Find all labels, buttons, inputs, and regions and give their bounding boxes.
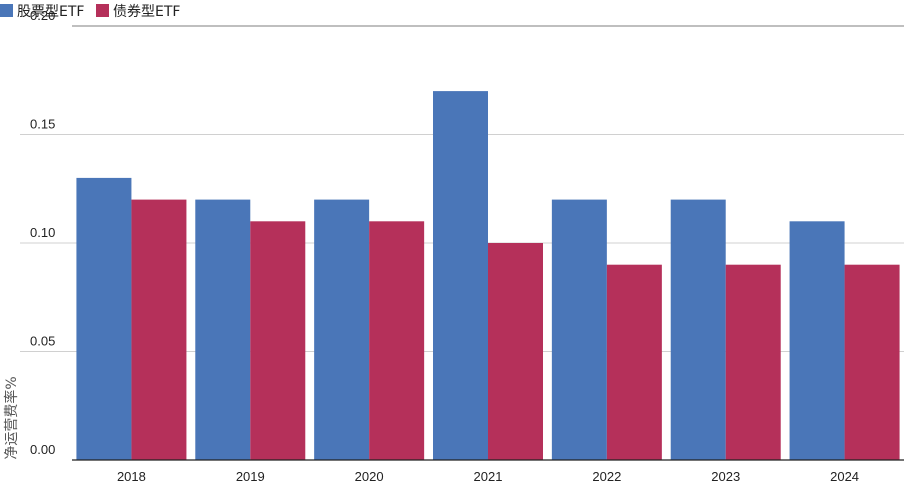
bar-equity-2024 bbox=[789, 221, 845, 460]
x-tick-label: 2024 bbox=[830, 469, 859, 484]
bar-bond-2024 bbox=[844, 264, 900, 460]
x-tick-label: 2019 bbox=[236, 469, 265, 484]
x-axis: 2018 2019 2020 2021 2022 2023 2024 bbox=[117, 469, 859, 484]
bars bbox=[76, 91, 900, 460]
bar-bond-2021 bbox=[488, 243, 543, 460]
bar-equity-2021 bbox=[433, 91, 488, 460]
x-tick-label: 2023 bbox=[711, 469, 740, 484]
bar-equity-2020 bbox=[314, 199, 370, 460]
bar-equity-2022 bbox=[551, 199, 607, 460]
x-tick-label: 2022 bbox=[592, 469, 621, 484]
bar-bond-2022 bbox=[606, 264, 662, 460]
x-tick-label: 2018 bbox=[117, 469, 146, 484]
y-tick-label: 0.10 bbox=[30, 225, 55, 240]
bar-bond-2023 bbox=[725, 264, 781, 460]
bar-bond-2019 bbox=[250, 221, 306, 460]
legend: 股票型ETF 债券型ETF bbox=[0, 4, 180, 20]
x-tick-label: 2020 bbox=[355, 469, 384, 484]
y-axis-label: 净运营费率% bbox=[3, 376, 20, 459]
legend-label: 债券型ETF bbox=[113, 4, 180, 20]
y-tick-label: 0.00 bbox=[30, 442, 55, 457]
y-tick-label: 0.15 bbox=[30, 117, 55, 132]
legend-swatch bbox=[96, 4, 109, 17]
bar-equity-2023 bbox=[670, 199, 726, 460]
bar-equity-2018 bbox=[76, 177, 132, 460]
y-tick-label: 0.20 bbox=[30, 8, 55, 23]
bar-bond-2020 bbox=[369, 221, 425, 460]
legend-swatch bbox=[0, 4, 13, 17]
legend-label: 股票型ETF bbox=[17, 4, 84, 20]
bar-bond-2018 bbox=[131, 199, 187, 460]
bar-equity-2019 bbox=[195, 199, 251, 460]
y-tick-label: 0.05 bbox=[30, 334, 55, 349]
y-axis: 0.00 0.05 0.10 0.15 0.20 bbox=[30, 8, 55, 457]
x-tick-label: 2021 bbox=[474, 469, 503, 484]
